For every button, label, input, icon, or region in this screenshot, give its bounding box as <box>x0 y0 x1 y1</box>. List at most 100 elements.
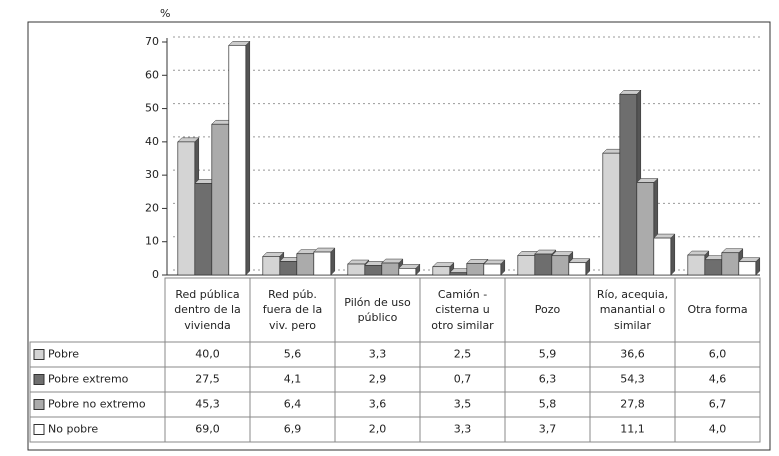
x-tick-label: Pilón de uso público <box>344 295 411 324</box>
legend-swatch <box>33 349 45 360</box>
y-tick-label: 20 <box>145 201 159 214</box>
table-value: 3,7 <box>539 423 557 436</box>
table-value: 40,0 <box>195 348 220 361</box>
table-value: 69,0 <box>195 423 220 436</box>
bar-side <box>245 40 251 276</box>
bar-top <box>398 264 421 269</box>
bar <box>738 261 757 276</box>
bar <box>551 255 570 276</box>
bar-top <box>228 41 251 46</box>
y-axis-label: % <box>160 7 170 20</box>
bar <box>177 141 196 276</box>
table-value: 4,0 <box>709 423 727 436</box>
table-value: 3,3 <box>369 348 387 361</box>
bar <box>602 152 621 276</box>
bar-top <box>687 250 710 256</box>
bar <box>466 263 485 276</box>
bar-top <box>177 137 200 143</box>
bar <box>619 93 638 276</box>
bar <box>483 263 502 276</box>
bar <box>704 259 723 276</box>
legend-label: Pobre extremo <box>48 373 129 386</box>
bar-top <box>466 259 489 264</box>
bar-top <box>313 247 336 253</box>
bar-top <box>262 252 285 257</box>
bar <box>449 272 468 276</box>
bar <box>364 264 383 276</box>
bar-top <box>619 90 642 95</box>
table-value: 11,1 <box>620 423 645 436</box>
table-value: 0,7 <box>454 373 472 386</box>
x-tick-label: Red púb. fuera de la viv. pero <box>262 287 323 332</box>
bar-side <box>670 233 676 276</box>
category-cell: Red pública dentro de la vivienda <box>174 287 241 332</box>
bar <box>296 253 315 276</box>
y-tick-label: 50 <box>145 102 159 115</box>
table-value: 6,0 <box>709 348 727 361</box>
bar-top <box>432 262 455 267</box>
table-value: 6,9 <box>284 423 302 436</box>
legend-label: Pobre <box>48 348 79 361</box>
bar <box>347 263 366 276</box>
bar <box>687 254 706 276</box>
bar-top <box>483 259 506 265</box>
table-value: 3,6 <box>369 398 387 411</box>
bar-top <box>636 178 659 183</box>
bar <box>381 262 400 276</box>
y-tick-label: 30 <box>145 168 159 181</box>
bar-top <box>534 249 557 255</box>
table-value: 4,6 <box>709 373 727 386</box>
x-tick-label: Otra forma <box>687 303 748 317</box>
y-tick-label: 60 <box>145 68 159 81</box>
table-value: 5,9 <box>539 348 557 361</box>
table-value: 27,8 <box>620 398 645 411</box>
table-value: 45,3 <box>195 398 220 411</box>
y-tick-label: 10 <box>145 235 159 248</box>
bar <box>262 256 281 276</box>
table-cell <box>674 416 761 443</box>
table-value: 4,1 <box>284 373 302 386</box>
table-value: 6,3 <box>539 373 557 386</box>
table-value: 2,9 <box>369 373 387 386</box>
table-value: 5,6 <box>284 348 302 361</box>
table-value: 6,4 <box>284 398 302 411</box>
category-cell: Pozo <box>534 303 561 317</box>
bar <box>568 262 587 276</box>
bar <box>432 266 451 276</box>
bar <box>211 123 230 276</box>
bar-top <box>738 257 761 262</box>
table-value: 5,8 <box>539 398 557 411</box>
y-tick-label: 70 <box>145 35 159 48</box>
bar-top <box>381 258 404 264</box>
y-tick-label: 40 <box>145 135 159 148</box>
legend-swatch <box>33 374 45 385</box>
legend-swatch <box>33 399 45 410</box>
legend-swatch <box>33 424 45 435</box>
table-value: 27,5 <box>195 373 220 386</box>
bar <box>313 251 332 276</box>
x-tick-label: Pozo <box>534 303 561 317</box>
bar <box>636 182 655 276</box>
bar <box>279 261 298 276</box>
legend-label: No pobre <box>48 423 98 436</box>
category-cell: Río, acequia, manantial o similar <box>596 287 669 332</box>
x-tick-label: Red pública dentro de la vivienda <box>174 287 241 332</box>
chart-frame <box>27 21 771 451</box>
bar-top <box>653 233 676 239</box>
bar <box>398 267 417 276</box>
y-tick-label: 0 <box>152 268 159 281</box>
bar <box>194 183 213 276</box>
table-value: 3,5 <box>454 398 472 411</box>
bar-top <box>721 248 744 253</box>
bar-top <box>551 251 574 256</box>
category-cell: Pilón de uso público <box>344 295 411 324</box>
table-value: 6,7 <box>709 398 727 411</box>
table-value: 2,5 <box>454 348 472 361</box>
bar-side <box>330 247 336 276</box>
bar-top <box>347 259 370 265</box>
category-cell: Otra forma <box>687 303 748 317</box>
category-cell: Red púb. fuera de la viv. pero <box>262 287 323 332</box>
x-tick-label: Río, acequia, manantial o similar <box>596 287 669 332</box>
bar <box>534 253 553 276</box>
